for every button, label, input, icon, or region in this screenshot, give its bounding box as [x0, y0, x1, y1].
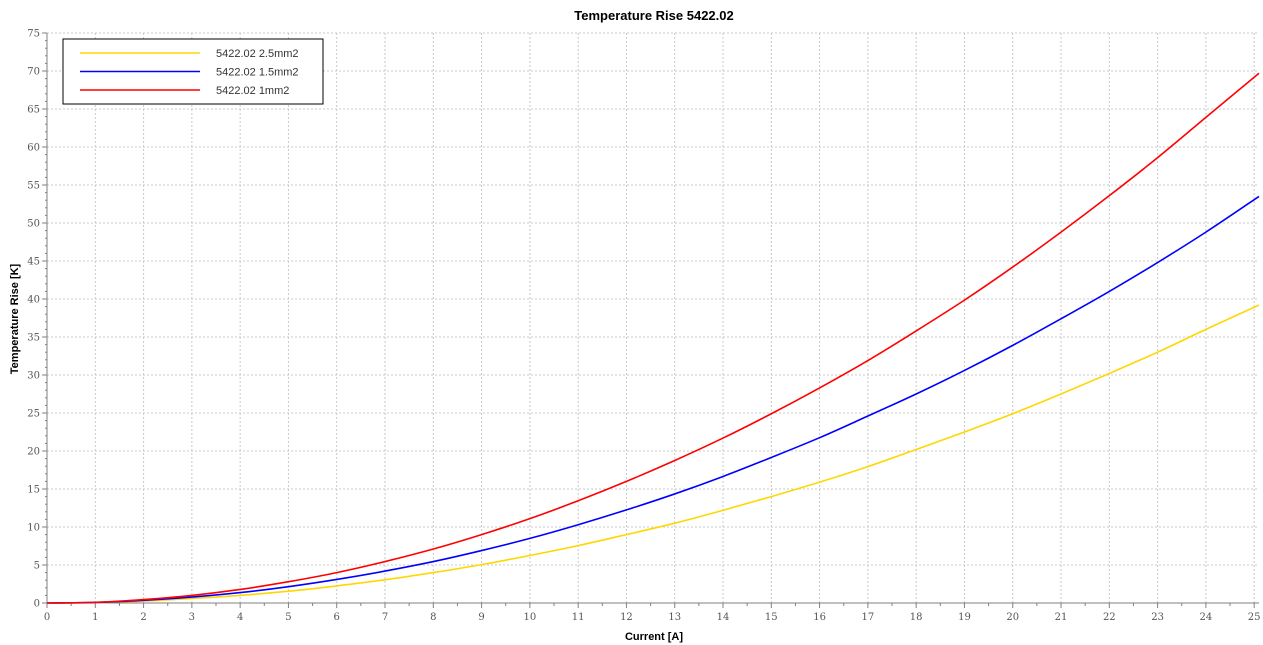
- y-tick-label: 60: [27, 143, 40, 154]
- y-axis-label: Temperature Rise [K]: [9, 263, 21, 374]
- axes: 0 1 2 3 4 5 6 7 8 9 10 11 12 13 14 15 16 17 18 19 20 21 22 23 24…: [27, 29, 1260, 624]
- y-tick-label: 10: [27, 523, 40, 534]
- x-tick-label: 4: [237, 612, 243, 623]
- y-tick-label: 50: [27, 219, 40, 230]
- x-tick-label: 14: [717, 612, 730, 623]
- series-line-1: [46, 195, 1260, 604]
- x-axis-label: Current [A]: [625, 631, 683, 643]
- x-tick-label: 11: [572, 612, 585, 623]
- y-tick-label: 0: [34, 599, 40, 610]
- y-tick-label: 30: [27, 371, 40, 382]
- x-tick-label: 2: [140, 612, 146, 623]
- grid: [46, 32, 1259, 604]
- chart-title: Temperature Rise 5422.02: [574, 8, 733, 23]
- series-lines: [46, 72, 1260, 604]
- x-tick-label: 23: [1151, 612, 1164, 623]
- y-tick-label: 35: [27, 333, 40, 344]
- y-tick-label: 20: [27, 447, 40, 458]
- legend-label: 5422.02 1mm2: [216, 85, 289, 97]
- series-line-0: [46, 304, 1260, 604]
- x-tick-label: 9: [478, 612, 484, 623]
- x-tick-label: 8: [430, 612, 436, 623]
- x-tick-label: 13: [668, 612, 681, 623]
- legend-label: 5422.02 1.5mm2: [216, 67, 299, 79]
- x-tick-label: 10: [524, 612, 537, 623]
- y-tick-label: 45: [27, 257, 40, 268]
- y-tick-label: 65: [27, 105, 40, 116]
- legend-label: 5422.02 2.5mm2: [216, 48, 299, 60]
- y-tick-label: 5: [34, 561, 40, 572]
- y-tick-label: 75: [27, 29, 40, 40]
- x-tick-label: 16: [813, 612, 826, 623]
- x-tick-label: 25: [1248, 612, 1261, 623]
- y-tick-label: 15: [27, 485, 40, 496]
- x-tick-label: 18: [910, 612, 923, 623]
- x-tick-label: 0: [44, 612, 50, 623]
- y-tick-label: 40: [27, 295, 40, 306]
- x-tick-label: 17: [862, 612, 875, 623]
- x-tick-label: 19: [958, 612, 971, 623]
- x-tick-label: 7: [382, 612, 388, 623]
- x-tick-label: 6: [334, 612, 340, 623]
- y-tick-label: 25: [27, 409, 40, 420]
- series-line-2: [46, 72, 1260, 604]
- x-tick-label: 15: [765, 612, 778, 623]
- x-tick-label: 24: [1200, 612, 1213, 623]
- x-tick-label: 3: [189, 612, 195, 623]
- x-tick-label: 12: [620, 612, 633, 623]
- x-tick-label: 21: [1055, 612, 1068, 623]
- y-tick-label: 70: [27, 67, 40, 78]
- x-tick-label: 22: [1103, 612, 1116, 623]
- x-tick-label: 20: [1006, 612, 1019, 623]
- x-tick-label: 1: [92, 612, 98, 623]
- plot-area: [47, 33, 1259, 603]
- legend: 5422.02 2.5mm2 5422.02 1.5mm2 5422.02 1mm2: [62, 38, 324, 105]
- y-tick-label: 55: [27, 181, 40, 192]
- x-tick-label: 5: [285, 612, 291, 623]
